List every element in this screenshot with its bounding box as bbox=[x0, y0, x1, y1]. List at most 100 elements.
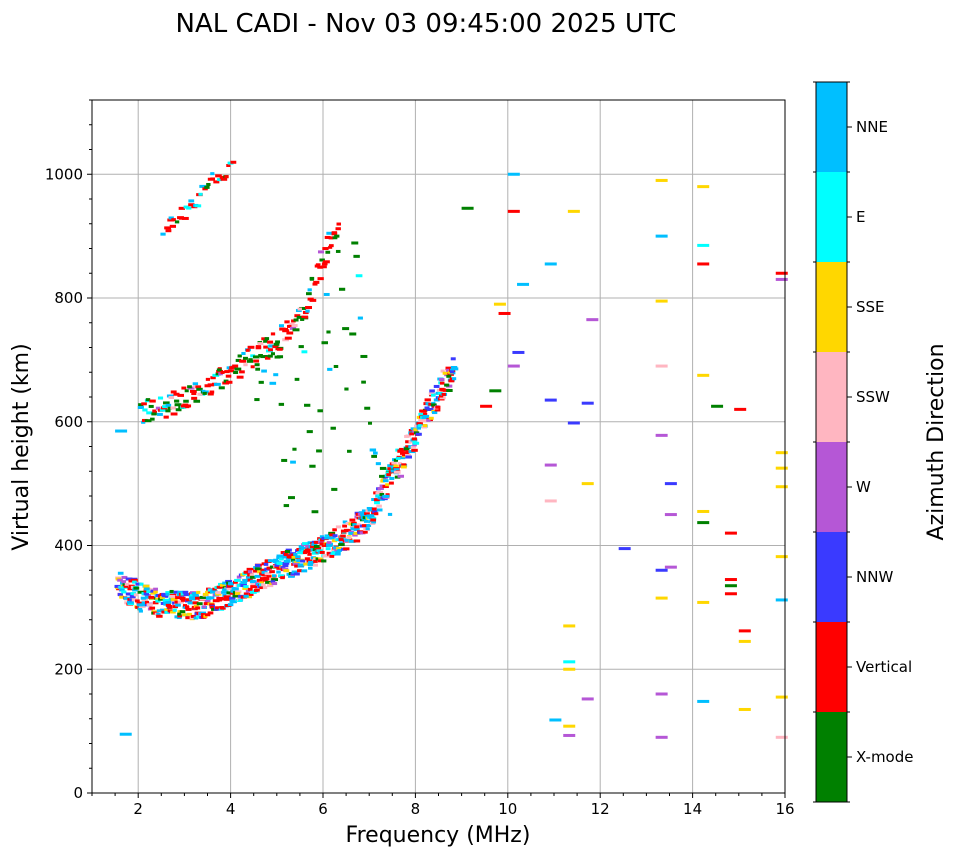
echo-point bbox=[165, 409, 171, 413]
echo-point bbox=[291, 555, 298, 559]
echo-point bbox=[177, 590, 184, 594]
echo-point bbox=[242, 587, 249, 591]
echo-point bbox=[338, 287, 346, 291]
echo-point bbox=[202, 605, 207, 609]
echo-point bbox=[544, 463, 557, 467]
echo-point bbox=[122, 583, 127, 587]
echo-point bbox=[376, 490, 383, 494]
echo-point bbox=[155, 599, 161, 603]
echo-point bbox=[156, 412, 163, 416]
echo-point bbox=[263, 345, 270, 349]
echo-point bbox=[200, 613, 205, 617]
echo-point bbox=[152, 409, 158, 413]
echo-point bbox=[138, 604, 146, 608]
echo-point bbox=[245, 575, 251, 579]
echo-point bbox=[173, 392, 180, 396]
echo-point bbox=[294, 377, 300, 381]
echo-point bbox=[439, 378, 445, 382]
echo-point bbox=[170, 412, 178, 416]
echo-point bbox=[350, 527, 355, 531]
echo-point bbox=[162, 405, 168, 409]
echo-point bbox=[253, 569, 259, 573]
echo-point bbox=[157, 396, 164, 400]
echo-point bbox=[172, 608, 177, 612]
echo-point bbox=[202, 391, 207, 395]
echo-point bbox=[299, 306, 307, 310]
echo-point bbox=[563, 660, 576, 664]
echo-point bbox=[655, 568, 668, 572]
echo-point bbox=[352, 533, 358, 537]
echo-point bbox=[204, 599, 211, 603]
echo-point bbox=[738, 639, 751, 643]
echo-point bbox=[428, 416, 434, 420]
echo-point bbox=[298, 345, 304, 349]
echo-point bbox=[697, 521, 710, 525]
echo-point bbox=[216, 369, 224, 373]
echo-point bbox=[156, 609, 163, 613]
echo-point bbox=[544, 499, 557, 503]
echo-point bbox=[301, 569, 308, 573]
colorbar-segment bbox=[816, 262, 847, 352]
echo-point bbox=[280, 576, 285, 580]
echo-point bbox=[277, 574, 285, 578]
echo-point bbox=[437, 392, 443, 396]
echo-point bbox=[235, 592, 241, 596]
echo-point bbox=[234, 587, 239, 591]
echo-point bbox=[185, 616, 191, 620]
echo-point bbox=[167, 406, 172, 410]
echo-point bbox=[146, 603, 153, 607]
echo-point bbox=[259, 586, 264, 590]
echo-point bbox=[168, 216, 174, 220]
echo-point bbox=[143, 592, 149, 596]
echo-point bbox=[279, 327, 286, 331]
echo-point bbox=[336, 546, 343, 550]
echo-point bbox=[146, 590, 153, 594]
echo-point bbox=[305, 544, 311, 548]
echo-point bbox=[125, 592, 133, 596]
echo-point bbox=[188, 203, 195, 207]
echo-point bbox=[424, 398, 431, 402]
echo-point bbox=[235, 358, 241, 362]
echo-point bbox=[174, 600, 180, 604]
echo-point bbox=[697, 243, 710, 247]
echo-point bbox=[216, 368, 222, 372]
echo-point bbox=[337, 548, 342, 552]
echo-point bbox=[393, 464, 399, 468]
echo-point bbox=[204, 384, 211, 388]
echo-point bbox=[170, 406, 176, 410]
echo-point bbox=[241, 351, 246, 355]
echo-point bbox=[183, 399, 189, 403]
echo-point bbox=[353, 527, 360, 531]
echo-point bbox=[307, 288, 312, 292]
echo-point bbox=[164, 608, 170, 612]
echo-point bbox=[423, 412, 428, 416]
echo-point bbox=[256, 578, 263, 582]
echo-point bbox=[340, 529, 347, 533]
echo-point bbox=[153, 587, 158, 591]
echo-point bbox=[292, 562, 300, 566]
echo-point bbox=[322, 260, 330, 264]
echo-point bbox=[137, 607, 143, 611]
echo-point bbox=[385, 483, 390, 487]
echo-point bbox=[243, 585, 249, 589]
echo-point bbox=[353, 254, 360, 258]
echo-point bbox=[313, 280, 320, 284]
echo-point bbox=[315, 557, 320, 561]
echo-point bbox=[256, 570, 264, 574]
echo-point bbox=[331, 231, 338, 235]
echo-point bbox=[182, 403, 189, 407]
echo-point bbox=[223, 597, 230, 601]
echo-point bbox=[270, 352, 275, 356]
echo-point bbox=[317, 559, 324, 563]
echo-point bbox=[117, 578, 123, 582]
echo-point bbox=[236, 375, 244, 379]
echo-point bbox=[371, 454, 378, 458]
echo-point bbox=[137, 405, 144, 409]
echo-point bbox=[247, 587, 253, 591]
echo-point bbox=[181, 386, 187, 390]
echo-point bbox=[335, 552, 341, 556]
echo-point bbox=[191, 592, 199, 596]
echo-point bbox=[232, 580, 238, 584]
echo-point bbox=[370, 518, 377, 522]
grid-lines bbox=[92, 100, 785, 793]
